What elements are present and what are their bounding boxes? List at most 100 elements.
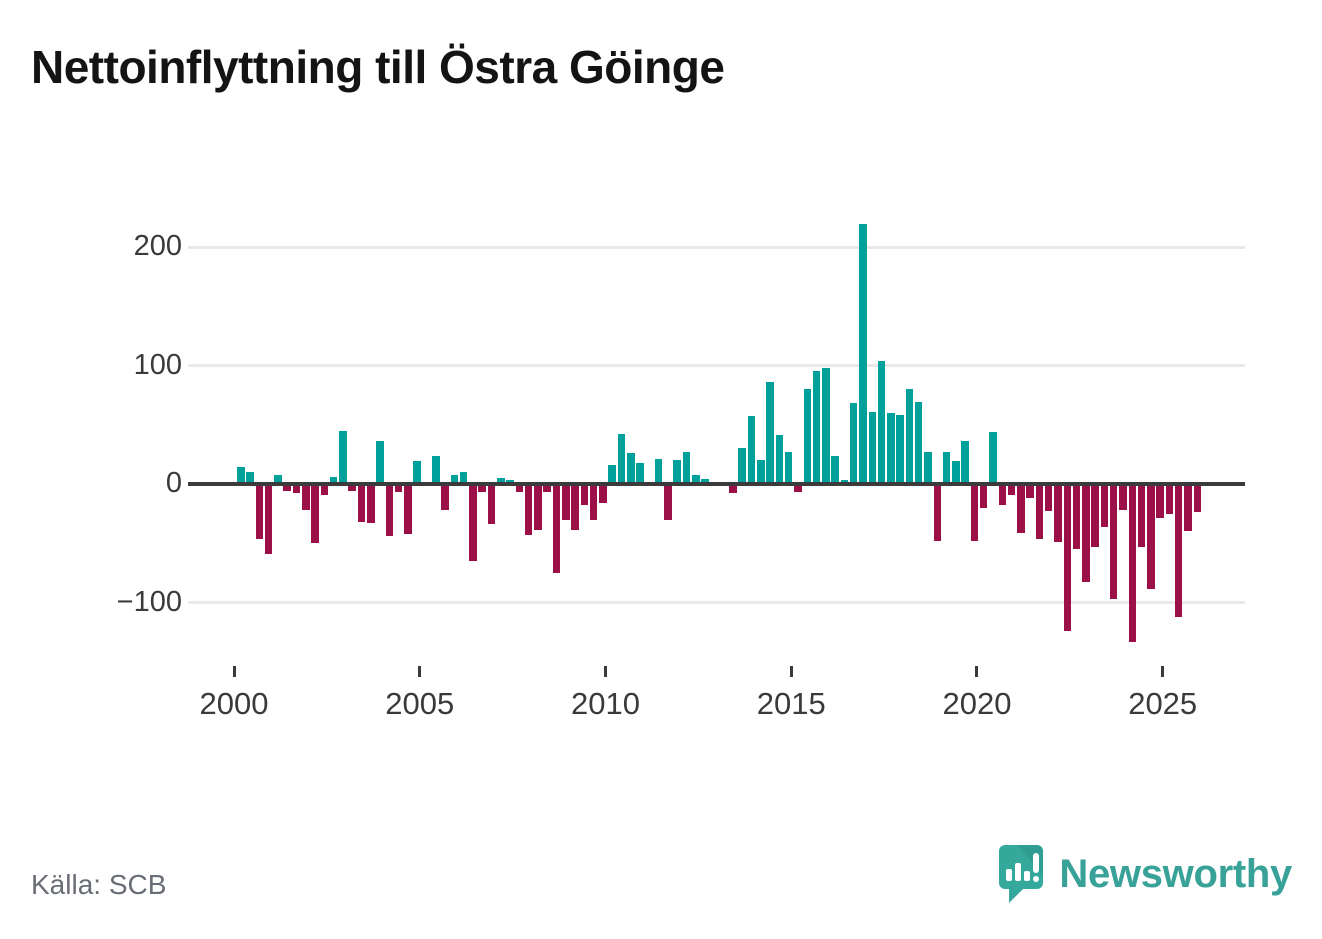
bar-2005-Q2 — [432, 455, 440, 484]
x-axis-label-2000: 2000 — [199, 686, 269, 721]
bar-2000-Q3 — [255, 484, 264, 539]
bar-2012-Q3 — [701, 479, 709, 484]
x-axis-label-2025: 2025 — [1128, 686, 1198, 721]
bar-2020-Q2 — [989, 431, 997, 484]
chart-title: Nettoinflyttning till Östra Göinge — [31, 41, 725, 93]
bar-2008-Q1 — [534, 484, 542, 531]
x-axis-tick-2020 — [975, 666, 979, 677]
bar-2021-Q2 — [1026, 484, 1034, 499]
bar-2014-Q4 — [784, 452, 793, 484]
bar-2004-Q2 — [394, 484, 403, 493]
bar-2015-Q1 — [794, 484, 802, 493]
bar-2010-Q2 — [617, 434, 626, 484]
bar-2017-Q1 — [868, 411, 877, 484]
bar-2015-Q2 — [803, 389, 811, 484]
bar-2019-Q4 — [970, 484, 979, 541]
bar-2018-Q4 — [933, 484, 942, 541]
bar-2004-Q1 — [385, 484, 394, 537]
bar-2011-Q4 — [673, 460, 681, 484]
bar-2019-Q1 — [942, 452, 951, 484]
brand-name: Newsworthy — [1059, 851, 1292, 896]
bar-2007-Q3 — [515, 484, 524, 493]
bar-2024-Q4 — [1156, 484, 1164, 519]
x-axis-tick-2015 — [789, 666, 793, 677]
bar-2016-Q3 — [849, 403, 858, 484]
bar-2013-Q4 — [747, 416, 756, 484]
y-axis-label-100: 100 — [133, 348, 182, 381]
bar-2019-Q3 — [961, 441, 969, 484]
x-axis-tick-2000 — [232, 666, 236, 677]
bar-2000-Q1 — [237, 467, 245, 484]
bar-2025-Q1 — [1165, 484, 1174, 514]
bar-2001-Q2 — [283, 484, 291, 492]
bar-2010-Q4 — [636, 462, 644, 484]
y-axis-label-200: 200 — [133, 230, 182, 262]
bar-2018-Q3 — [924, 452, 932, 484]
bar-2024-Q2 — [1137, 484, 1146, 547]
bar-2011-Q2 — [654, 459, 663, 484]
bar-2025-Q2 — [1174, 484, 1183, 617]
bar-2023-Q2 — [1100, 484, 1109, 527]
bar-2012-Q1 — [682, 452, 691, 484]
bar-2025-Q3 — [1184, 484, 1192, 532]
bar-2010-Q3 — [627, 453, 635, 484]
x-axis-tick-2025 — [1161, 666, 1165, 677]
bar-2025-Q4 — [1193, 484, 1202, 513]
bar-2019-Q2 — [952, 461, 960, 484]
bar-2003-Q4 — [376, 441, 384, 484]
bar-2014-Q3 — [775, 435, 784, 484]
bar-2005-Q3 — [441, 484, 449, 511]
bar-2013-Q3 — [738, 448, 746, 484]
bar-2023-Q4 — [1119, 484, 1127, 511]
x-axis-label-2020: 2020 — [942, 686, 1012, 721]
bar-2022-Q4 — [1082, 484, 1090, 583]
bar-2005-Q4 — [450, 474, 459, 484]
bar-2015-Q4 — [822, 367, 830, 484]
x-axis-tick-2005 — [418, 666, 422, 677]
bar-2003-Q2 — [357, 484, 366, 522]
bar-2001-Q3 — [292, 484, 301, 494]
bar-2010-Q1 — [608, 465, 616, 484]
bar-2020-Q4 — [1007, 484, 1016, 495]
bar-2009-Q4 — [599, 484, 607, 503]
x-axis-label-2010: 2010 — [570, 686, 640, 721]
bar-2001-Q4 — [302, 484, 310, 511]
bar-2003-Q3 — [367, 484, 375, 524]
bar-2009-Q3 — [589, 484, 598, 520]
bar-2002-Q4 — [339, 430, 347, 484]
gridline-100 — [188, 364, 1245, 367]
newsworthy-logo-icon — [991, 841, 1045, 907]
x-axis-label-2015: 2015 — [756, 686, 826, 721]
bar-2006-Q1 — [459, 472, 468, 484]
bar-2016-Q4 — [859, 224, 867, 484]
bar-2011-Q3 — [664, 484, 672, 520]
bar-2017-Q3 — [887, 412, 895, 484]
brand-footer: Newsworthy — [991, 841, 1292, 907]
bar-2007-Q4 — [524, 484, 533, 535]
x-axis-tick-2010 — [603, 666, 607, 677]
x-axis-zero-line — [188, 482, 1245, 486]
gridline--100 — [188, 601, 1245, 604]
bar-2006-Q4 — [487, 484, 496, 525]
bar-2023-Q3 — [1109, 484, 1118, 599]
x-axis-label-2005: 2005 — [385, 686, 455, 721]
bar-2017-Q2 — [877, 360, 886, 484]
bar-2012-Q2 — [692, 474, 700, 484]
y-axis-label--100: −100 — [116, 585, 182, 618]
bar-2002-Q3 — [329, 476, 338, 484]
bar-2008-Q2 — [543, 484, 551, 493]
bar-2013-Q2 — [729, 484, 737, 494]
bar-2014-Q1 — [757, 460, 765, 484]
bar-2022-Q1 — [1054, 484, 1062, 543]
bar-2014-Q2 — [766, 382, 774, 484]
source-note: Källa: SCB — [31, 869, 167, 900]
bar-2015-Q3 — [812, 371, 821, 484]
bar-2021-Q1 — [1017, 484, 1025, 533]
bar-2021-Q3 — [1035, 484, 1044, 539]
bar-2004-Q3 — [404, 484, 412, 534]
bar-2006-Q2 — [469, 484, 477, 562]
bar-2023-Q1 — [1091, 484, 1099, 547]
bar-2022-Q2 — [1063, 484, 1072, 631]
bar-2020-Q3 — [998, 484, 1007, 506]
